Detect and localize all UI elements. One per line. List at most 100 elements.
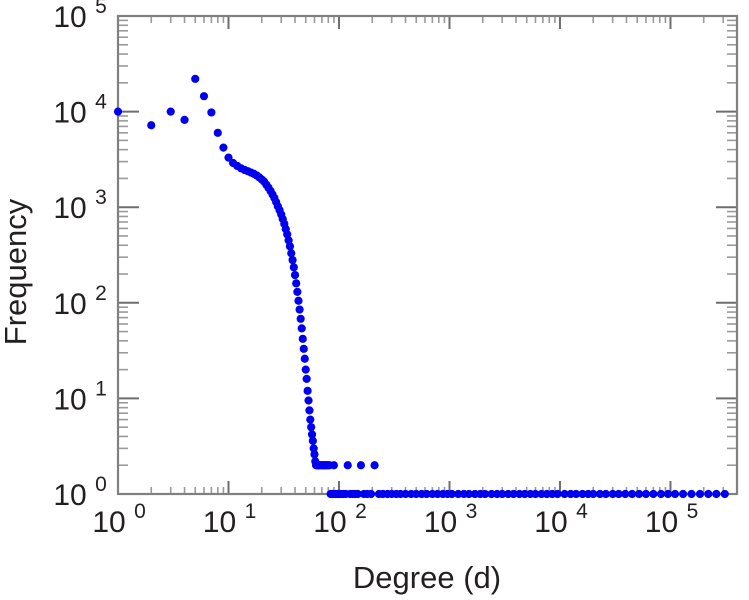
y-tick-exponent: 5 xyxy=(95,0,107,18)
x-tick-label: 10 xyxy=(313,506,346,539)
data-point xyxy=(447,489,456,499)
data-point xyxy=(292,279,301,288)
data-point xyxy=(572,489,581,499)
y-tick-exponent: 0 xyxy=(95,473,107,496)
data-point xyxy=(353,489,362,499)
data-point xyxy=(663,489,673,499)
x-tick-label: 10 xyxy=(203,506,236,539)
data-point xyxy=(295,305,304,314)
data-point xyxy=(695,489,705,499)
x-tick-exponent: 1 xyxy=(245,500,257,523)
y-tick-exponent: 3 xyxy=(95,186,107,209)
data-point xyxy=(366,489,376,499)
data-point xyxy=(480,489,490,499)
data-point xyxy=(191,74,200,83)
y-tick-label: 10 xyxy=(53,97,86,130)
data-point xyxy=(712,489,721,499)
x-tick-exponent: 5 xyxy=(687,500,699,523)
data-point xyxy=(589,489,598,499)
data-point xyxy=(296,314,305,323)
data-point xyxy=(305,406,314,415)
x-tick-exponent: 0 xyxy=(134,500,146,523)
data-point xyxy=(370,461,379,470)
data-point xyxy=(329,461,339,470)
data-point xyxy=(219,143,228,152)
y-tick-label: 10 xyxy=(53,288,86,321)
x-tick-label: 10 xyxy=(92,506,125,539)
data-point xyxy=(720,489,729,499)
data-point xyxy=(578,489,587,499)
data-point xyxy=(487,489,496,499)
data-point xyxy=(553,489,562,499)
axis-ticks xyxy=(117,15,738,495)
data-point xyxy=(166,107,175,116)
data-point xyxy=(207,108,216,117)
data-point xyxy=(307,430,317,439)
data-point xyxy=(520,489,529,499)
plot-frame xyxy=(116,14,739,496)
data-point xyxy=(147,121,156,130)
data-point xyxy=(307,423,316,432)
data-point xyxy=(422,489,431,499)
data-point xyxy=(595,489,605,499)
axis-tick-labels: 10 0 10 1 10 2 10 3 10 4 10 5 10 0 10 1 10 2 10 3 10 4 10 5 xyxy=(53,0,698,539)
data-point xyxy=(308,436,317,445)
data-point xyxy=(608,489,617,499)
data-point xyxy=(498,489,507,499)
data-point xyxy=(285,242,295,251)
data-point xyxy=(649,489,658,499)
data-point xyxy=(113,107,123,116)
data-point xyxy=(294,296,303,305)
data-point xyxy=(298,334,307,343)
x-axis-title: Degree (d) xyxy=(353,560,501,595)
y-tick-exponent: 1 xyxy=(95,377,107,400)
x-tick-exponent: 4 xyxy=(576,500,588,523)
data-point xyxy=(704,489,713,499)
data-point xyxy=(614,489,623,499)
data-point xyxy=(641,489,651,499)
data-point xyxy=(560,489,569,499)
data-point xyxy=(401,489,410,499)
data-point xyxy=(670,489,680,499)
data-point xyxy=(356,461,366,470)
data-point xyxy=(224,153,233,162)
data-point xyxy=(213,128,222,137)
data-point xyxy=(306,415,315,424)
data-point xyxy=(621,489,630,499)
data-point xyxy=(343,461,352,470)
y-tick-label: 10 xyxy=(53,192,86,225)
data-point xyxy=(509,489,518,499)
y-tick-label: 10 xyxy=(53,479,86,512)
data-point xyxy=(302,374,311,383)
x-tick-label: 10 xyxy=(534,506,567,539)
data-point xyxy=(687,489,696,499)
y-tick-exponent: 2 xyxy=(95,282,107,305)
data-point xyxy=(310,450,319,459)
data-points xyxy=(113,74,729,499)
x-tick-label: 10 xyxy=(424,506,457,539)
data-point xyxy=(180,115,189,124)
y-tick-label: 10 xyxy=(53,1,86,34)
data-point xyxy=(293,287,302,297)
data-point xyxy=(288,255,297,265)
data-point xyxy=(635,489,644,499)
data-point xyxy=(299,344,308,353)
data-point xyxy=(678,489,688,499)
data-point xyxy=(290,270,300,280)
data-point xyxy=(628,489,637,499)
data-point xyxy=(297,324,306,333)
data-point xyxy=(199,92,209,101)
data-point xyxy=(454,489,463,499)
data-point xyxy=(656,489,666,499)
data-point xyxy=(300,354,309,363)
data-point xyxy=(531,489,540,499)
data-point xyxy=(301,365,310,374)
data-point xyxy=(601,489,610,499)
data-point xyxy=(304,396,313,405)
x-tick-exponent: 3 xyxy=(466,500,478,523)
y-tick-exponent: 4 xyxy=(95,91,107,114)
data-point xyxy=(289,263,298,272)
x-tick-exponent: 2 xyxy=(355,500,367,523)
